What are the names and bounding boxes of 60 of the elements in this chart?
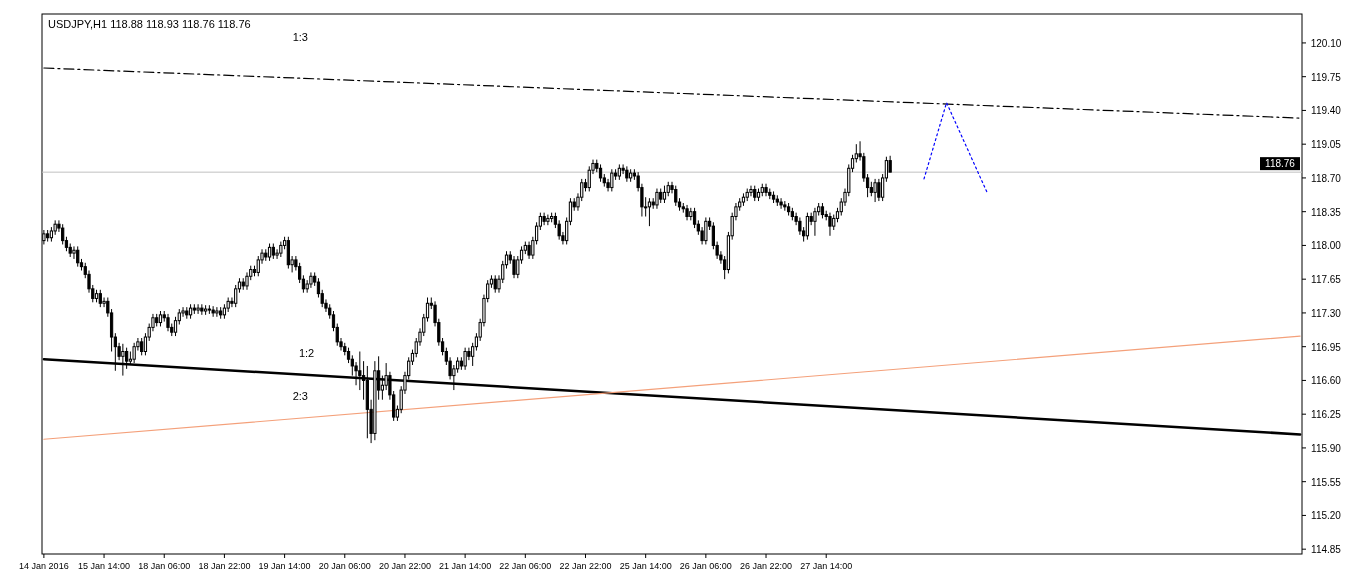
candlestick <box>463 347 467 371</box>
candlestick <box>72 245 76 260</box>
candlestick <box>610 168 614 192</box>
y-tick-label: 119.75 <box>1311 71 1342 83</box>
candlestick <box>828 212 832 237</box>
y-tick-label: 120.10 <box>1310 37 1342 49</box>
candlestick <box>749 185 753 197</box>
candlestick <box>234 284 238 308</box>
ref-line-label: 118.76 <box>1265 158 1296 170</box>
candlestick <box>813 207 817 237</box>
y-tick-label: 119.05 <box>1311 139 1342 151</box>
x-tick-label: 15 Jan 14:00 <box>78 561 131 571</box>
candlestick <box>779 197 783 210</box>
y-tick-label: 116.95 <box>1311 341 1342 353</box>
y-tick-label: 115.90 <box>1311 442 1342 454</box>
candlestick <box>546 214 550 226</box>
y-tick-label: 114.85 <box>1311 544 1342 556</box>
x-tick-label: 18 Jan 22:00 <box>198 561 251 571</box>
candlestick <box>512 255 516 279</box>
y-tick-label: 115.55 <box>1311 476 1342 488</box>
x-tick-label: 20 Jan 22:00 <box>378 561 431 571</box>
candlestick <box>309 271 313 289</box>
x-tick-label: 26 Jan 06:00 <box>679 561 732 571</box>
candlestick <box>764 183 768 197</box>
x-tick-label: 19 Jan 14:00 <box>258 561 311 571</box>
candlestick <box>76 245 80 268</box>
y-tick-label: 116.25 <box>1311 409 1342 421</box>
y-tick-label: 118.35 <box>1311 206 1342 218</box>
x-tick-label: 21 Jan 14:00 <box>439 561 492 571</box>
annotation: 1:3 <box>292 31 308 43</box>
candlestick <box>625 165 629 183</box>
x-tick-label: 27 Jan 14:00 <box>800 561 853 571</box>
y-tick-label: 117.30 <box>1311 307 1342 319</box>
x-tick-label: 20 Jan 06:00 <box>318 561 371 571</box>
candlestick <box>877 178 881 202</box>
candlestick <box>211 305 215 318</box>
y-tick-label: 117.65 <box>1311 274 1342 286</box>
x-tick-label: 14 Jan 2016 <box>19 561 69 571</box>
x-tick-label: 22 Jan 22:00 <box>559 561 612 571</box>
x-tick-label: 18 Jan 06:00 <box>138 561 191 571</box>
y-tick-label: 115.20 <box>1311 510 1342 522</box>
candlestick <box>215 306 219 318</box>
chart-title: USDJPY,H1 118.88 118.93 118.76 118.76 <box>48 18 251 30</box>
x-tick-label: 22 Jan 06:00 <box>499 561 552 571</box>
candlestick <box>61 223 65 245</box>
candlestick <box>542 212 546 226</box>
y-tick-label: 118.70 <box>1311 172 1342 184</box>
candlestick <box>655 188 659 210</box>
x-tick-label: 26 Jan 22:00 <box>740 561 793 571</box>
candlestick <box>196 303 200 315</box>
candlestick <box>674 185 678 207</box>
annotation: 1:2 <box>298 346 315 359</box>
candlestick <box>704 216 708 245</box>
y-tick-label: 116.60 <box>1311 375 1342 387</box>
y-tick-label: 119.40 <box>1311 105 1342 117</box>
x-tick-label: 25 Jan 14:00 <box>619 561 672 571</box>
candlestick <box>200 303 204 316</box>
candlestick <box>873 178 877 203</box>
y-tick-label: 118.00 <box>1311 240 1342 252</box>
annotation: 2:3 <box>292 390 308 403</box>
